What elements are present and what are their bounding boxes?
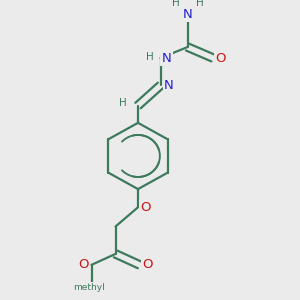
Text: N: N xyxy=(164,79,174,92)
Text: H: H xyxy=(118,98,126,108)
Text: O: O xyxy=(141,201,151,214)
Text: N: N xyxy=(162,52,171,64)
Text: O: O xyxy=(78,258,89,272)
Text: O: O xyxy=(215,52,226,64)
Text: H: H xyxy=(146,52,154,62)
Text: O: O xyxy=(142,258,153,272)
Text: methyl: methyl xyxy=(73,283,104,292)
Text: H: H xyxy=(172,0,179,8)
Text: N: N xyxy=(183,8,192,21)
Text: H: H xyxy=(196,0,203,8)
